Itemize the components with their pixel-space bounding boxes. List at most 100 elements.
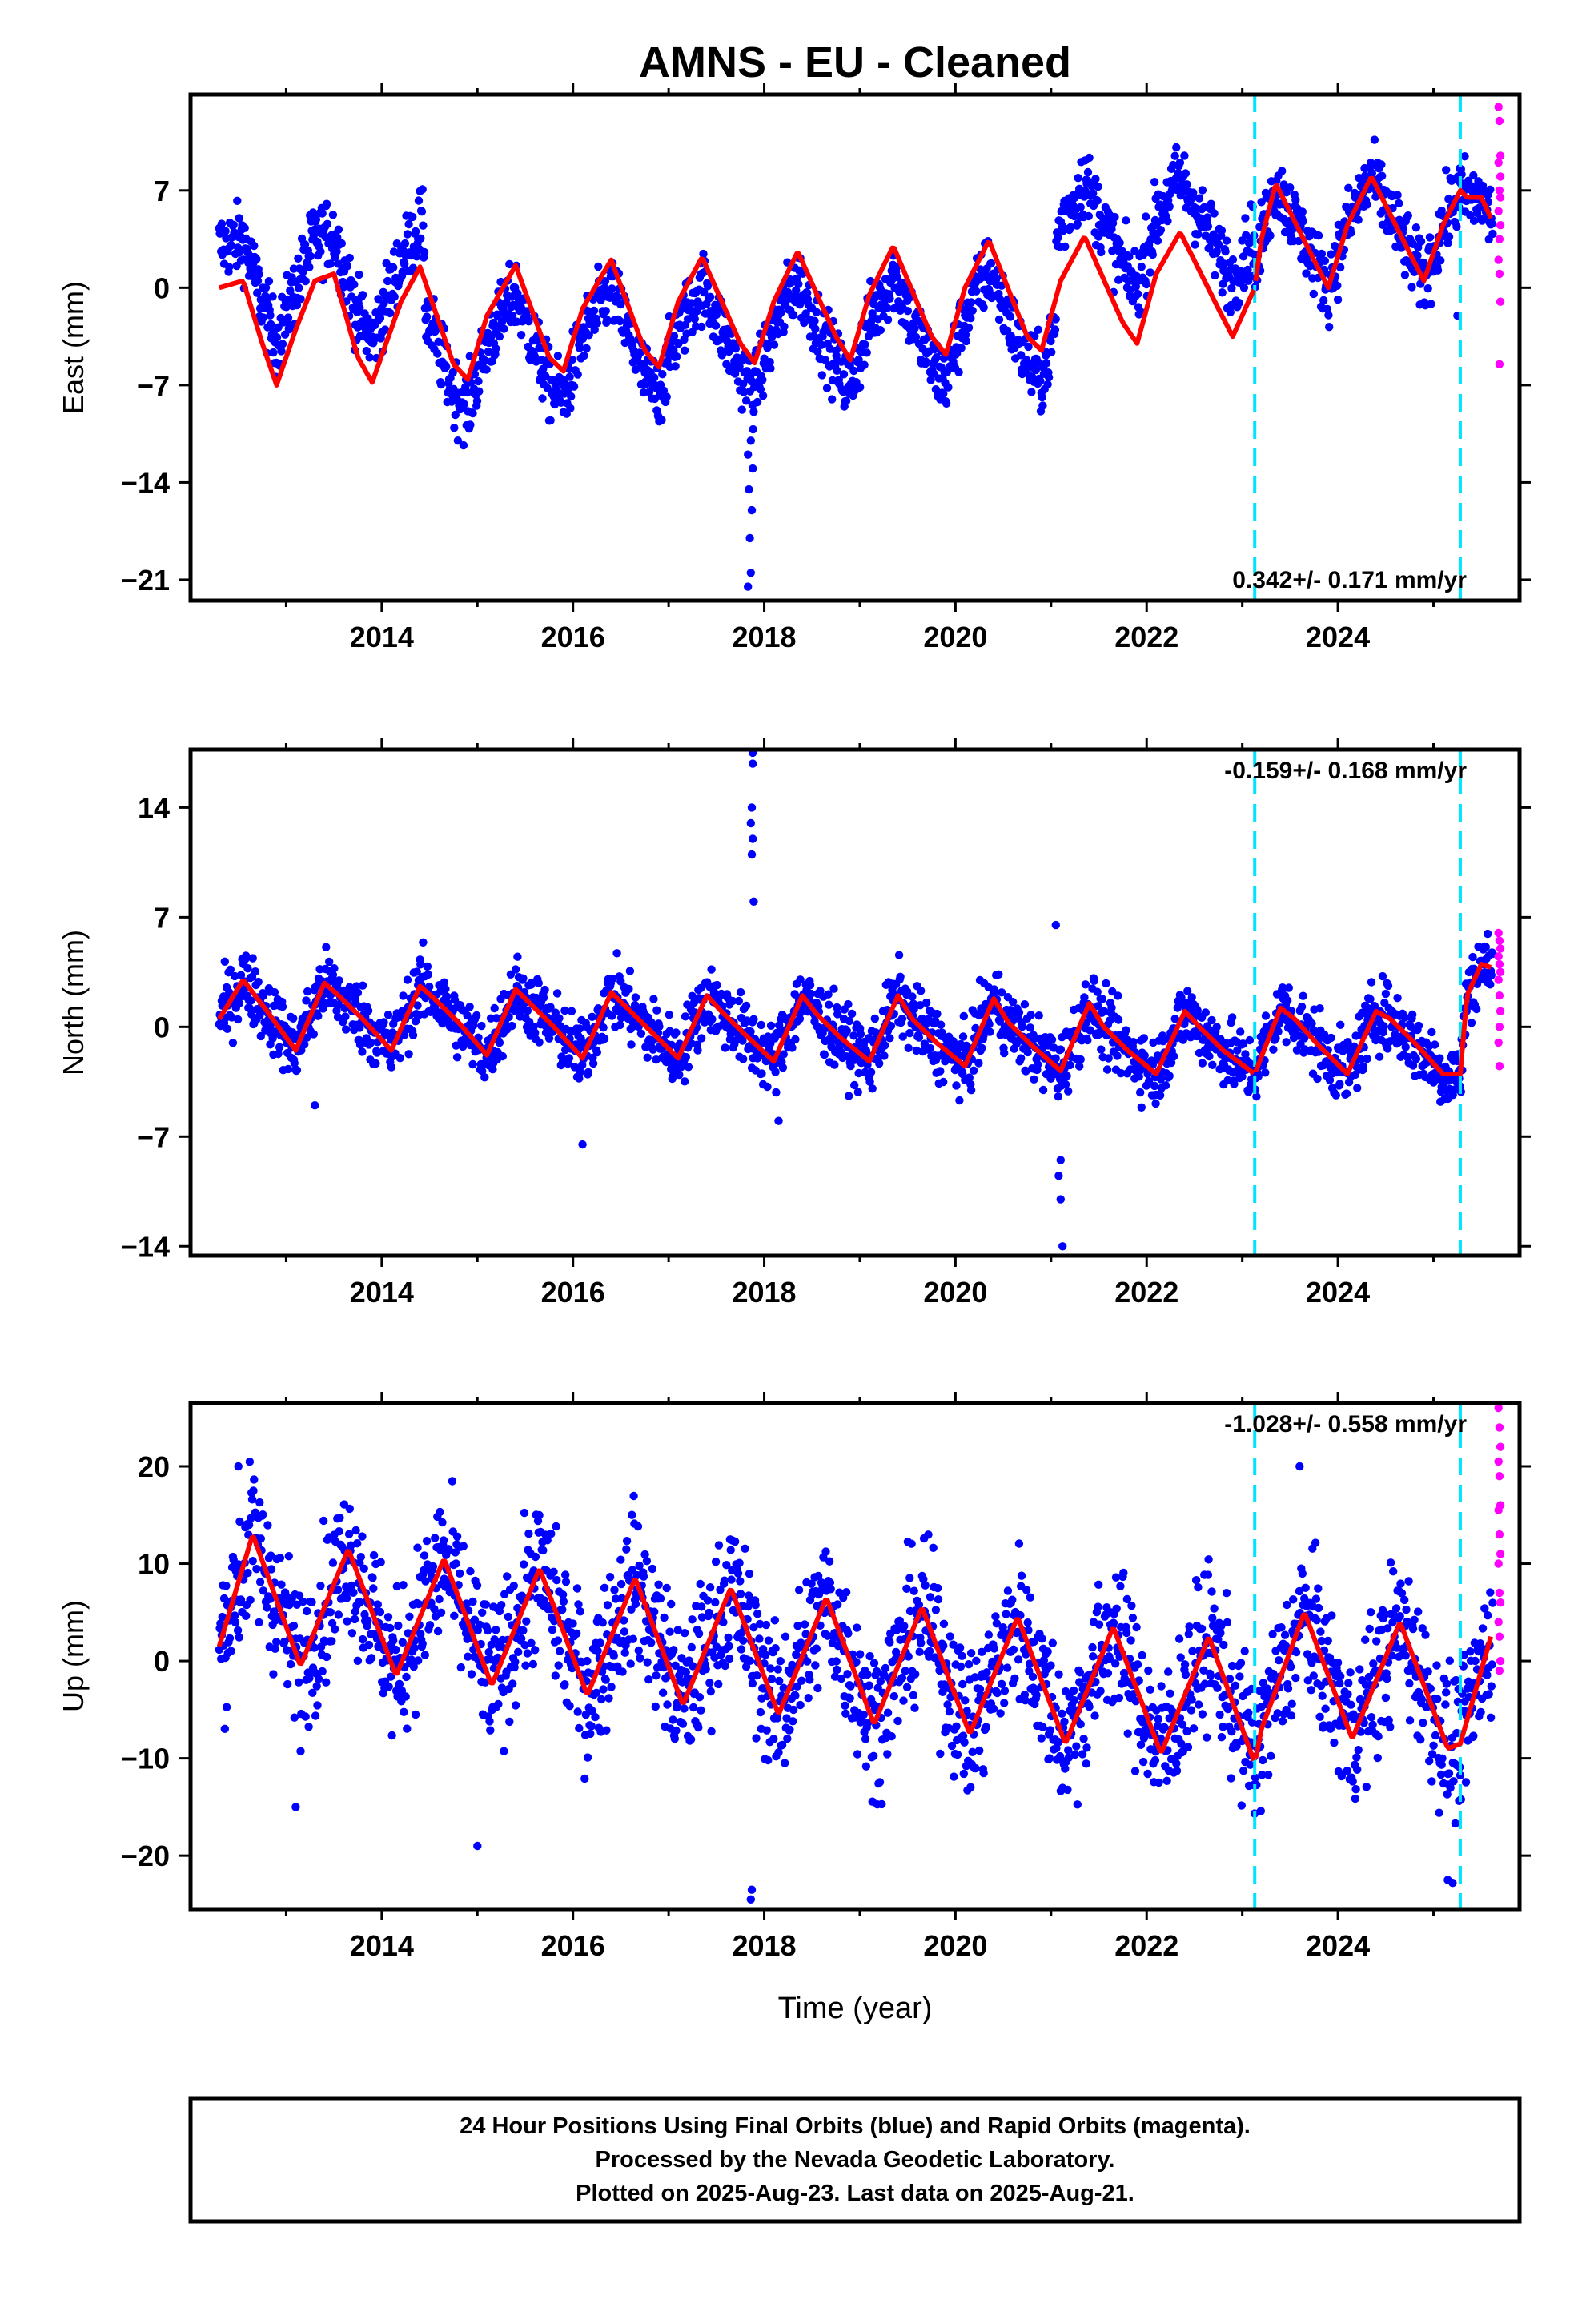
up-final-point [386, 1623, 395, 1633]
north-final-point [220, 957, 229, 967]
east-final-point [613, 292, 622, 302]
east-final-point [765, 357, 774, 367]
up-final-point [652, 1671, 661, 1680]
east-final-point [1027, 388, 1036, 396]
north-final-point [441, 984, 450, 994]
north-final-point [749, 759, 757, 768]
up-final-point [255, 1498, 264, 1507]
north-final-point [424, 970, 432, 979]
east-final-point [828, 395, 837, 404]
up-final-point [435, 1594, 444, 1604]
north-final-point [498, 1051, 507, 1061]
up-final-point [648, 1564, 657, 1574]
east-final-point [1444, 232, 1454, 241]
east-final-point [1073, 219, 1082, 228]
up-data-points [215, 1403, 1505, 1904]
north-final-point [774, 1116, 783, 1125]
up-final-point [413, 1543, 422, 1552]
up-final-point [575, 1723, 584, 1733]
north-final-point [578, 1140, 587, 1149]
east-final-point [1436, 256, 1445, 265]
up-final-point [622, 1537, 632, 1546]
north-final-point [1056, 1156, 1066, 1164]
up-final-point [418, 1639, 427, 1648]
east-final-point [1130, 247, 1139, 255]
up-final-point [255, 1618, 263, 1627]
north-final-point [616, 1020, 624, 1030]
east-final-point [412, 252, 421, 261]
up-final-point [358, 1634, 367, 1644]
east-final-point [749, 424, 757, 434]
east-final-point [1403, 211, 1413, 220]
up-final-point [620, 1648, 629, 1657]
north-final-point [535, 1038, 544, 1047]
up-final-point [399, 1581, 408, 1590]
up-final-point [485, 1717, 494, 1726]
up-final-point [616, 1555, 625, 1564]
east-final-point [1156, 226, 1166, 235]
east-final-point [669, 332, 679, 340]
north-final-point [986, 1027, 994, 1036]
up-final-point [245, 1458, 255, 1466]
east-final-point [658, 370, 667, 379]
east-final-point [259, 313, 268, 322]
east-final-point [1228, 255, 1238, 264]
east-final-point [322, 199, 331, 208]
up-final-point [634, 1646, 643, 1655]
east-final-point [817, 371, 826, 380]
north-final-point [511, 965, 520, 974]
east-final-point [1034, 325, 1043, 334]
up-final-point [551, 1671, 560, 1680]
north-final-point [564, 1054, 574, 1063]
east-final-point [408, 212, 417, 222]
east-final-point [1066, 223, 1075, 231]
up-final-point [587, 1722, 596, 1731]
up-final-point [658, 1688, 668, 1697]
east-final-point [488, 357, 496, 366]
east-final-point [966, 314, 975, 323]
east-final-point [524, 317, 533, 326]
east-final-point [961, 331, 970, 340]
up-final-point [420, 1651, 429, 1659]
east-final-point [942, 399, 951, 408]
up-final-point [651, 1702, 660, 1711]
east-final-point [1378, 171, 1387, 180]
north-final-point [1335, 1080, 1344, 1088]
east-final-point [744, 450, 753, 459]
east-final-point [1182, 180, 1191, 189]
north-final-point [693, 1046, 702, 1055]
north-final-point [1227, 1013, 1237, 1022]
north-final-point [1054, 1172, 1063, 1180]
east-final-point [1125, 252, 1134, 261]
up-final-point [503, 1572, 512, 1581]
east-final-point [601, 307, 610, 316]
north-final-point [675, 1070, 684, 1080]
north-final-point [275, 1043, 284, 1051]
east-final-point [854, 355, 863, 364]
up-final-point [599, 1685, 608, 1694]
up-final-point [601, 1675, 610, 1684]
north-final-point [897, 1015, 907, 1023]
east-final-point [766, 364, 775, 373]
east-final-point [1115, 239, 1124, 247]
north-final-point [880, 1051, 889, 1060]
east-final-point [1286, 183, 1295, 192]
north-final-point [904, 1043, 913, 1053]
up-final-point [391, 1645, 400, 1655]
up-final-point [411, 1710, 420, 1719]
north-final-point [955, 1096, 964, 1105]
east-final-point [594, 262, 603, 271]
east-final-point [813, 347, 822, 356]
up-final-point [316, 1582, 325, 1590]
east-final-point [328, 211, 338, 219]
east-final-point [690, 315, 699, 324]
north-final-point [472, 1011, 481, 1020]
east-final-point [1133, 289, 1142, 299]
north-final-point [612, 949, 621, 958]
east-final-point [308, 208, 318, 217]
up-final-point [286, 1659, 295, 1669]
east-final-point [746, 569, 755, 577]
up-final-point [628, 1510, 636, 1519]
east-final-point [862, 348, 871, 357]
